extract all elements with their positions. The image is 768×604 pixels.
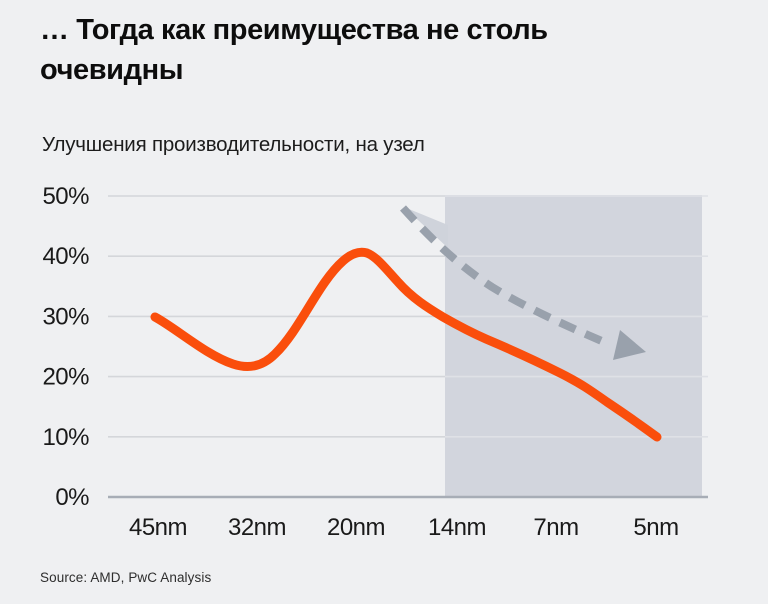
x-axis-labels: 45nm 32nm 20nm 14nm 7nm 5nm <box>129 514 679 541</box>
x-tick-label-32nm: 32nm <box>228 514 286 541</box>
x-tick-label-45nm: 45nm <box>129 514 187 541</box>
x-tick-label-5nm: 5nm <box>633 514 678 541</box>
declining-trend-arrow <box>400 205 646 360</box>
line-chart: 50% 40% 30% 20% 10% 0% 45nm 32nm 20nm 14… <box>42 183 708 541</box>
gridlines-left <box>108 195 445 438</box>
highlight-region <box>445 195 702 497</box>
performance-line <box>150 247 662 442</box>
y-tick-label-20: 20% <box>42 364 89 391</box>
x-tick-label-20nm: 20nm <box>327 514 385 541</box>
source-note: Source: AMD, PwC Analysis <box>40 570 212 585</box>
gridlines-right <box>445 195 708 438</box>
y-tick-label-0: 0% <box>55 484 89 511</box>
x-tick-label-14nm: 14nm <box>428 514 486 541</box>
y-tick-label-10: 10% <box>42 424 89 451</box>
trend-arrow-dashed-line <box>400 205 606 346</box>
y-tick-label-30: 30% <box>42 303 89 330</box>
slide-title: … Тогда как преимущества не столь очевид… <box>40 14 548 86</box>
y-tick-label-50: 50% <box>42 183 89 210</box>
y-axis-labels: 50% 40% 30% 20% 10% 0% <box>42 183 89 511</box>
x-tick-label-7nm: 7nm <box>533 514 578 541</box>
chart-subtitle: Улучшения производительности, на узел <box>42 133 425 156</box>
trend-arrow-head-icon <box>613 330 646 360</box>
y-tick-label-40: 40% <box>42 243 89 270</box>
